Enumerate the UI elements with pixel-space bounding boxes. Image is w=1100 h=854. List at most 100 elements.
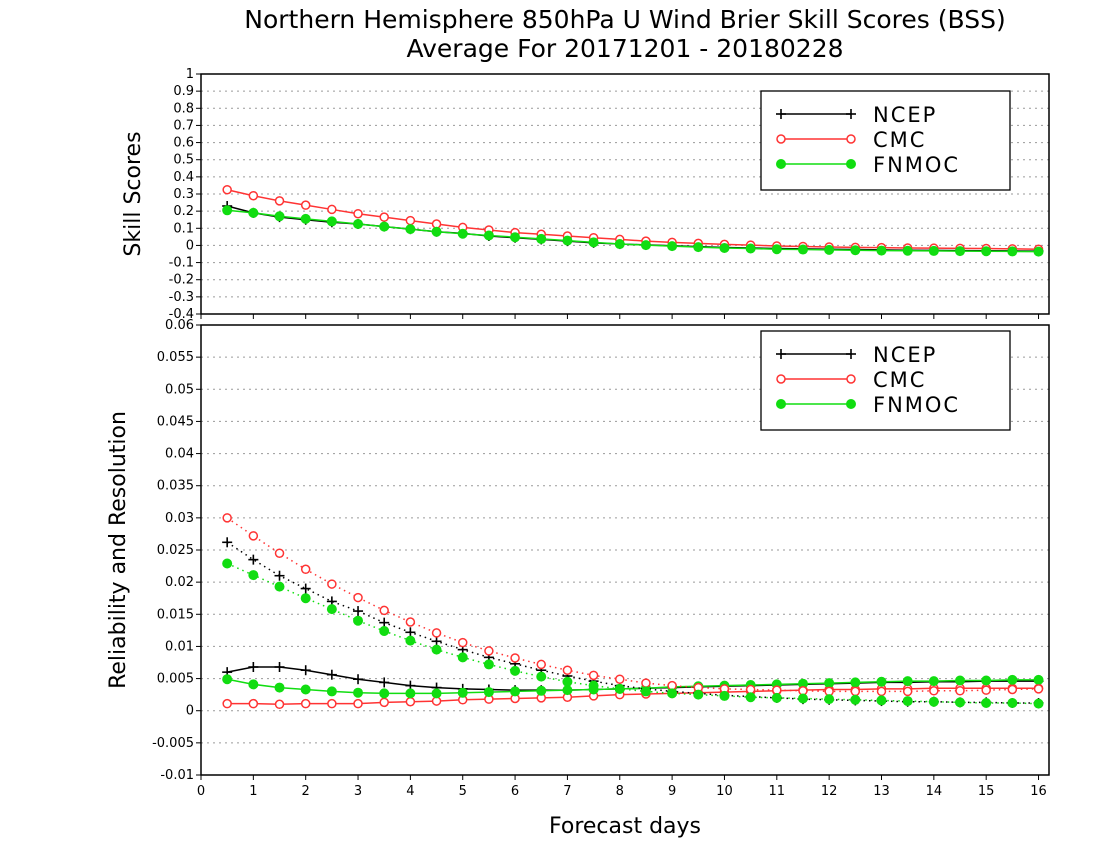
panel1-legend-entry-cmc-marker-end: [846, 134, 856, 144]
panel2-series-fnmoc-point: [928, 676, 939, 687]
panel2-y-tick-label: 0.02: [165, 575, 194, 590]
panel2-y-tick-label: -0.005: [152, 736, 194, 751]
panel2-x-tick-label: 8: [616, 784, 624, 799]
panel2-x-tick-label: 16: [1030, 784, 1047, 799]
panel2-series-fnmoc-dotted-point: [353, 615, 364, 626]
panel1-legend-entry-cmc-label: CMC: [873, 128, 926, 152]
panel2-y-tick-label: 0.055: [157, 350, 194, 365]
panel1-y-tick-label: 0.9: [173, 84, 194, 99]
panel1-series-fnmoc-point: [1033, 246, 1044, 257]
panel2-y-axis-label: Reliability and Resolution: [106, 411, 131, 689]
panel1-series-fnmoc-point: [588, 237, 599, 248]
panel1-y-axis-label: Skill Scores: [121, 131, 146, 256]
panel1-legend-entry-fnmoc-marker-end: [846, 159, 856, 169]
panel2-y-tick-label: 0.035: [157, 479, 194, 494]
panel2-series-fnmoc-point: [850, 677, 861, 688]
panel2-legend-entry-ncep: NCEP: [776, 343, 935, 367]
panel2-series-cmc-dotted-point: [588, 670, 599, 681]
panel2-x-tick-label: 10: [716, 784, 733, 799]
panel2-x-tick-label: 4: [406, 784, 414, 799]
panel2-series-fnmoc-dotted-point: [536, 671, 547, 682]
panel1-y-tick-label: 0.7: [173, 118, 194, 133]
panel2-series-cmc-dotted-point: [484, 646, 494, 656]
panel2-y-tick-label: 0.06: [165, 318, 194, 333]
panel1-series-fnmoc-point: [326, 216, 337, 227]
panel1-series-fnmoc-point: [876, 245, 887, 256]
panel1-y-tick-label: -0.4: [169, 307, 194, 322]
x-axis-label: Forecast days: [549, 814, 701, 839]
panel1-y-tick-label: 0.4: [173, 170, 194, 185]
panel1-series-fnmoc-point: [562, 235, 573, 246]
panel2-series-cmc-dotted-point: [876, 686, 887, 697]
panel2-series-fnmoc-dotted-point: [614, 683, 625, 694]
panel2-series-cmc-dotted: [222, 513, 1044, 697]
panel2-series-fnmoc-dotted-point: [274, 581, 285, 592]
panel1-series-cmc-point: [353, 208, 363, 219]
panel2-legend-entry-fnmoc-marker-start: [776, 399, 786, 409]
panel2-series-fnmoc-point: [1033, 674, 1044, 685]
panel1-series-fnmoc-point: [510, 232, 521, 243]
panel1-series-fnmoc-point: [222, 205, 233, 216]
panel2-series-cmc-point: [327, 698, 337, 709]
panel2-x-tick-label: 6: [511, 784, 519, 799]
panel1-series-fnmoc-point: [797, 244, 808, 255]
panel2-series-cmc-dotted-line: [226, 517, 1039, 693]
panel1-series-fnmoc-point: [1007, 246, 1018, 257]
panel2-series-fnmoc-dotted-point: [693, 689, 704, 700]
panel2-series-cmc-dotted-point: [850, 686, 861, 697]
panel2-series-fnmoc-dotted-point: [405, 635, 416, 646]
panel2-series-fnmoc-point: [248, 679, 259, 690]
panel2-series-cmc-dotted-point: [353, 592, 363, 603]
panel2-series-fnmoc-dotted-point: [955, 697, 966, 708]
panel2-series-cmc-dotted-point: [1033, 684, 1044, 694]
panel2-x-axis: 0 1 2 3 4 5 6 7 8 9 10 11 12 13 14 15 16: [197, 775, 1047, 799]
chart-title-line2: Average For 20171201 - 20180228: [406, 34, 843, 63]
panel2-x-tick-label: 5: [459, 784, 467, 799]
panel2-series-cmc-point: [379, 697, 389, 708]
panel2-series-fnmoc-dotted-point: [1007, 698, 1018, 708]
reliability-resolution-panel: -0.01 -0.005 0 0.005 0.01 0.015 0.02 0.025 0.03 0…: [106, 318, 1050, 799]
panel1-series-cmc: [222, 184, 1044, 254]
panel1-y-tick-label: 0.3: [173, 187, 194, 202]
panel2-series-fnmoc-dotted-point: [431, 644, 442, 655]
panel2-legend-entry-fnmoc: FNMOC: [776, 393, 960, 417]
panel2-x-tick-label: 1: [249, 784, 257, 799]
panel1-y-tick-label: 0.2: [173, 204, 194, 219]
panel2-series-fnmoc-dotted-point: [928, 696, 939, 707]
panel1-series-cmc-line: [227, 188, 1039, 250]
panel2-series-cmc-dotted-point: [536, 659, 546, 670]
panel2-legend-entry-cmc-marker-end: [846, 374, 856, 384]
panel1-y-tick-label: 1: [186, 67, 194, 82]
panel1-series-fnmoc-point: [431, 226, 442, 237]
panel2-series-fnmoc-dotted-point: [300, 593, 311, 604]
panel2-series-fnmoc-point: [222, 674, 233, 685]
panel1-series-fnmoc-point: [955, 246, 966, 257]
panel1-y-tick-label: -0.3: [169, 290, 194, 305]
panel2-y-tick-label: 0.03: [165, 511, 194, 526]
panel1-series-fnmoc-point: [379, 221, 390, 232]
panel1-legend-entry-ncep: NCEP: [776, 103, 935, 127]
panel1-series-fnmoc: [222, 205, 1044, 257]
panel2-y-axis: -0.01 -0.005 0 0.005 0.01 0.015 0.02 0.025 0.03 0…: [152, 318, 201, 783]
panel1-series-cmc-point: [222, 184, 232, 195]
panel2-series-fnmoc-point: [902, 676, 913, 687]
panel2-series-cmc-dotted-point: [405, 617, 416, 627]
panel2-series-cmc-dotted-point: [457, 637, 468, 648]
panel2-series-cmc-dotted-point: [615, 674, 625, 684]
panel2-series-cmc-point: [405, 696, 416, 707]
panel1-series-cmc-point: [248, 190, 259, 201]
panel1-legend-entry-cmc: CMC: [776, 128, 926, 152]
panel2-series-fnmoc-dotted-point: [981, 698, 992, 708]
panel2-series-cmc-dotted-point: [641, 678, 651, 688]
panel2-series-cmc-dotted-point: [929, 686, 939, 696]
panel2-legend-entry-fnmoc-label: FNMOC: [873, 393, 960, 417]
panel2-series-cmc-dotted-point: [955, 686, 965, 696]
panel2-series-fnmoc-dotted-point: [588, 680, 599, 691]
panel2-series-cmc-dotted-point: [222, 513, 232, 523]
panel2-series-fnmoc-point: [405, 688, 416, 699]
panel2-series-fnmoc-point: [457, 687, 468, 698]
panel1-y-tick-label: 0.6: [173, 136, 194, 151]
panel2-series-fnmoc-point: [274, 682, 285, 693]
